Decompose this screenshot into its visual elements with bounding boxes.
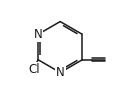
Text: N: N: [56, 66, 65, 79]
Text: N: N: [34, 28, 43, 41]
Text: Cl: Cl: [28, 63, 40, 76]
